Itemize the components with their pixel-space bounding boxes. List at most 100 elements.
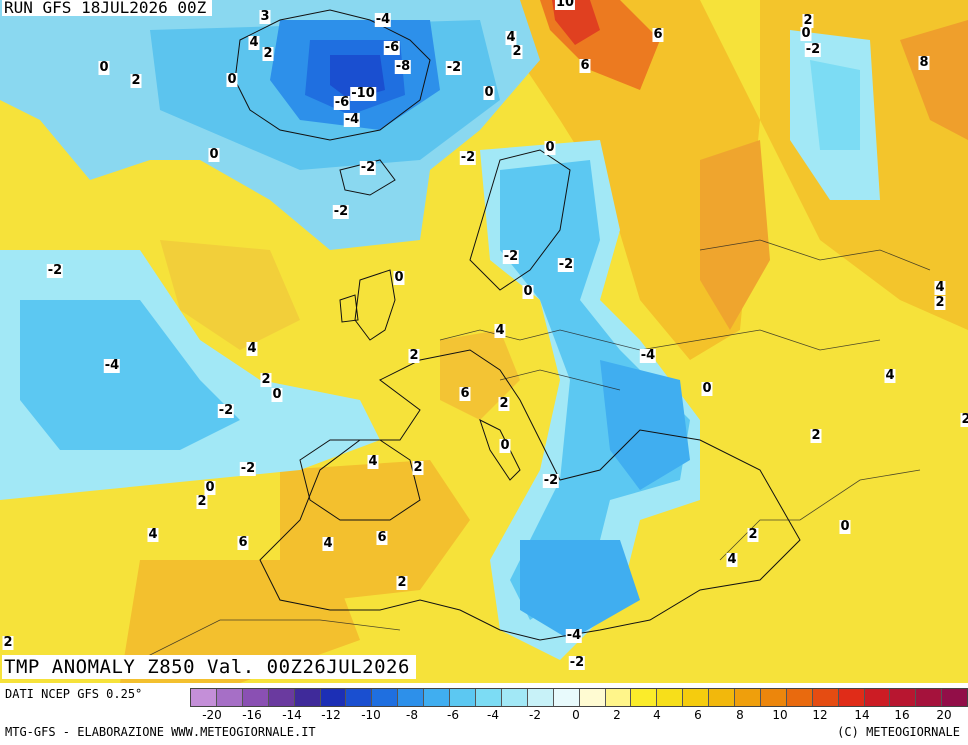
- scale-swatch: [916, 689, 943, 706]
- scale-tick-label: 14: [854, 708, 870, 722]
- scale-swatch: [683, 689, 710, 706]
- contour-label: -4: [639, 348, 657, 363]
- cold-tongue-mid: [500, 160, 690, 620]
- contour-label: 4: [505, 30, 517, 45]
- contour-label: -6: [383, 40, 401, 55]
- cold-core-balkans: [600, 360, 690, 490]
- contour-label: -6: [333, 95, 351, 110]
- warm-zone-northeast: [900, 20, 968, 140]
- scale-swatch: [475, 689, 502, 706]
- warm-zone-russia-south: [700, 140, 770, 330]
- scale-tick-label: -16: [242, 708, 262, 722]
- contour-label: 2: [810, 428, 822, 443]
- contour-label: 2: [130, 73, 142, 88]
- contour-label: 0: [701, 381, 713, 396]
- contour-label: 4: [884, 368, 896, 383]
- contour-label: 4: [322, 536, 334, 551]
- scale-swatch: [631, 689, 658, 706]
- contour-label: -2: [46, 263, 64, 278]
- map-title: TMP ANOMALY Z850 Val. 00Z26JUL2026: [2, 655, 416, 679]
- contour-label: 6: [237, 535, 249, 550]
- contour-label: 0: [98, 60, 110, 75]
- contour-label: -2: [359, 160, 377, 175]
- contour-label: 2: [511, 44, 523, 59]
- scale-swatch: [709, 689, 736, 706]
- mediterranean-coast: [259, 349, 801, 641]
- scale-tick-label: 2: [613, 708, 621, 722]
- scale-tick-label: -8: [406, 708, 418, 722]
- contour-label: 10: [554, 0, 576, 10]
- scale-swatch: [398, 689, 425, 706]
- contour-label: 2: [747, 527, 759, 542]
- scale-tick-label: 20: [936, 708, 952, 722]
- contour-label: 6: [579, 58, 591, 73]
- scale-swatch: [527, 689, 554, 706]
- contour-label: 4: [494, 323, 506, 338]
- credit-right: (C) METEOGIORNALE: [837, 725, 960, 739]
- contour-label: 4: [147, 527, 159, 542]
- scale-tick-label: -10: [361, 708, 381, 722]
- scale-tick-label: 12: [812, 708, 828, 722]
- contour-label: 0: [204, 480, 216, 495]
- scale-swatch: [786, 689, 813, 706]
- contour-label: -2: [445, 60, 463, 75]
- contour-label: 2: [408, 348, 420, 363]
- scale-swatch: [553, 689, 580, 706]
- contour-label: 0: [499, 438, 511, 453]
- contour-label: 4: [248, 35, 260, 50]
- scale-swatch: [216, 689, 243, 706]
- scale-swatch: [191, 689, 217, 706]
- scale-swatch: [942, 689, 968, 706]
- scale-tick-label: -20: [202, 708, 222, 722]
- contour-label: -4: [343, 112, 361, 127]
- scale-swatch: [579, 689, 606, 706]
- contour-label: -2: [217, 403, 235, 418]
- scale-swatch: [294, 689, 321, 706]
- cold-band-atlantic-core: [20, 300, 240, 450]
- scale-tick-label: 0: [572, 708, 580, 722]
- color-scale-bar: [190, 688, 968, 707]
- scale-swatch: [812, 689, 839, 706]
- contour-label: 6: [652, 27, 664, 42]
- contour-label: -4: [565, 628, 583, 643]
- data-source: DATI NCEP GFS 0.25°: [5, 687, 143, 701]
- credit-left: MTG-GFS - ELABORAZIONE WWW.METEOGIORNALE…: [5, 725, 316, 739]
- contour-label: 0: [226, 72, 238, 87]
- warm-zone-northafrica: [120, 560, 360, 683]
- scale-swatch: [864, 689, 891, 706]
- contour-label: 2: [196, 494, 208, 509]
- warm-zone-atlantic: [160, 240, 300, 350]
- contour-label: -10: [350, 86, 376, 101]
- contour-label: -2: [568, 655, 586, 670]
- scale-swatch: [320, 689, 347, 706]
- greenland-coast: [234, 9, 431, 141]
- contour-label: 2: [260, 372, 272, 387]
- hot-core-scandinavia: [552, 0, 600, 45]
- scale-tick-label: -12: [321, 708, 341, 722]
- scale-tick-label: 10: [772, 708, 788, 722]
- scandinavia-coast: [469, 149, 571, 291]
- contour-label: 4: [367, 454, 379, 469]
- contour-label: 4: [726, 552, 738, 567]
- contour-label: 2: [396, 575, 408, 590]
- scale-tick-label: 6: [694, 708, 702, 722]
- anomaly-field: [0, 0, 968, 683]
- contour-label: -2: [502, 249, 520, 264]
- scale-tick-label: -6: [447, 708, 459, 722]
- scale-swatch: [450, 689, 476, 706]
- contour-label: 8: [918, 55, 930, 70]
- temperature-anomaly-map: -4 3 4 2 -6 -8 -10 -6 -4 -2 0 2 0 0 -2 -2 -2 4 2 0 10 6 6 0 2 0 -2…: [0, 0, 968, 683]
- scale-swatch: [890, 689, 917, 706]
- footer: DATI NCEP GFS 0.25° -20 -16 -14 -12 -10 -8 -6-…: [0, 683, 968, 745]
- scale-swatch: [268, 689, 295, 706]
- contour-label: 0: [522, 284, 534, 299]
- cold-core-mediterranean: [520, 540, 640, 640]
- scale-swatch: [346, 689, 373, 706]
- scale-swatch: [242, 689, 269, 706]
- contour-label: 0: [544, 140, 556, 155]
- contour-label: -2: [804, 42, 822, 57]
- contour-label: -2: [239, 461, 257, 476]
- scale-swatch: [424, 689, 451, 706]
- scale-tick-label: -4: [487, 708, 499, 722]
